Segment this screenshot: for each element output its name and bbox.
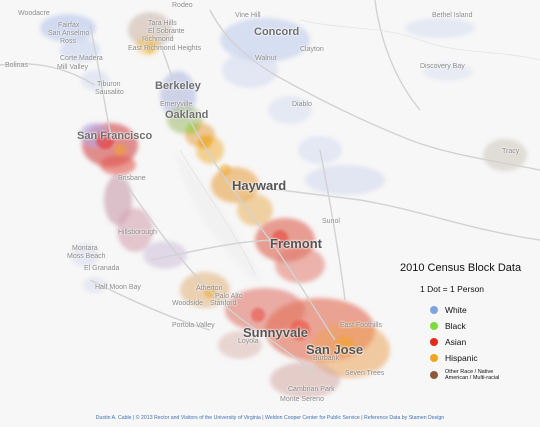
highways: [0, 0, 540, 376]
place-label: Cambrian Park: [288, 386, 335, 393]
place-label: Tracy: [502, 148, 520, 155]
white-dot-icon: [430, 306, 438, 314]
place-label: Atherton: [196, 285, 223, 292]
place-label: Rodeo: [172, 2, 193, 9]
place-label: Stanford: [210, 300, 237, 307]
place-label: Fairfax: [58, 22, 80, 29]
place-label: Palo Alto: [215, 293, 243, 300]
legend-item-label: Hispanic: [445, 353, 478, 363]
place-label: Bethel Island: [432, 12, 473, 19]
place-label: Concord: [254, 26, 300, 38]
place-label: Portola Valley: [172, 322, 215, 329]
black-dot-icon: [430, 322, 438, 330]
place-label: Mill Valley: [57, 64, 88, 71]
place-label: East Richmond Heights: [128, 45, 202, 52]
place-label: Seven Trees: [345, 370, 385, 377]
place-label: East Foothills: [340, 322, 383, 329]
place-label: El Granada: [84, 265, 120, 272]
place-label: Ross: [60, 38, 76, 45]
place-label: Montara: [72, 245, 98, 252]
legend-item-label: Black: [445, 321, 466, 331]
place-label: Sausalito: [95, 89, 124, 96]
place-label: Hayward: [232, 178, 287, 193]
place-label: Burbank: [313, 355, 340, 362]
place-label: Berkeley: [155, 80, 201, 92]
place-label: Monte Sereno: [280, 396, 324, 403]
hispanic-dot-icon: [430, 354, 438, 362]
legend-item-label: Other Race / Native American / Multi-rac…: [445, 368, 500, 382]
place-label: Moss Beach: [67, 253, 106, 260]
place-label: Tiburon: [97, 81, 121, 88]
asian-dot-icon: [430, 338, 438, 346]
legend-item-black: Black: [430, 318, 532, 334]
place-label: Walnut: [255, 55, 277, 62]
legend-title: 2010 Census Block Data: [400, 262, 522, 274]
place-label: Sunnyvale: [243, 325, 309, 340]
place-label: Clayton: [300, 46, 324, 53]
other-dot-icon: [430, 371, 438, 379]
place-label: Half Moon Bay: [95, 284, 141, 291]
place-label: Hillsborough: [118, 229, 157, 236]
legend-item-hispanic: Hispanic: [430, 350, 532, 366]
place-label: Diablo: [292, 101, 312, 108]
place-label: Woodside: [172, 300, 204, 307]
place-label: San Jose: [306, 342, 364, 357]
place-label: Vine Hill: [235, 12, 261, 19]
attribution-credit[interactable]: Dustin A. Cable | © 2013 Rector and Visi…: [95, 415, 445, 421]
place-label: San Francisco: [77, 130, 153, 142]
place-label: San Anselmo: [48, 30, 90, 37]
map-legend: 2010 Census Block Data 1 Dot = 1 Person …: [400, 262, 532, 384]
place-label: Woodacre: [18, 10, 50, 17]
place-label: Discovery Bay: [420, 63, 465, 70]
place-label: Tara Hills: [148, 20, 177, 27]
waterways: [179, 19, 540, 276]
legend-item-asian: Asian: [430, 334, 532, 350]
place-label: Oakland: [165, 109, 209, 121]
place-label: Corte Madera: [60, 55, 103, 62]
legend-item-label: Asian: [445, 337, 467, 347]
legend-item-label: White: [445, 305, 467, 315]
legend-item-white: White: [430, 302, 532, 318]
legend-item-other: Other Race / Native American / Multi-rac…: [430, 366, 532, 384]
place-label: Emeryville: [160, 101, 193, 108]
place-label: Fremont: [270, 236, 322, 251]
legend-subtitle: 1 Dot = 1 Person: [420, 284, 485, 294]
place-label: Loyola: [238, 338, 259, 345]
bay-water: [175, 150, 262, 285]
place-label: Brisbane: [118, 175, 146, 182]
place-label: Sunol: [322, 218, 340, 225]
place-label: Bolinas: [5, 62, 28, 69]
place-label: Richmond: [142, 36, 174, 43]
place-label: El Sobrante: [148, 28, 185, 35]
